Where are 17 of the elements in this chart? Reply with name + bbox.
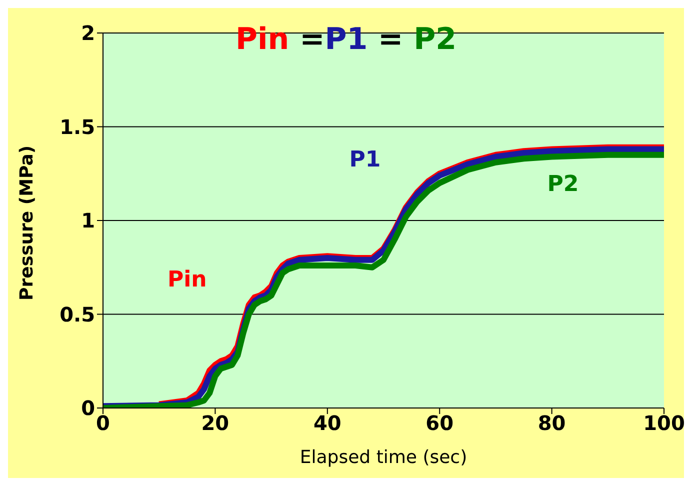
- x-tick-label: 0: [96, 411, 110, 436]
- x-tick-label: 40: [313, 411, 342, 436]
- series-label: P1: [349, 147, 381, 172]
- x-axis-title: Elapsed time (sec): [300, 447, 468, 468]
- y-tick-label: 0.5: [60, 302, 95, 326]
- series-label: Pin: [167, 267, 207, 292]
- x-tick-label: 60: [426, 411, 454, 436]
- series-label: P2: [547, 172, 579, 197]
- chart-title: Pin =P1 = P2: [236, 22, 456, 57]
- x-tick-label: 80: [538, 411, 566, 436]
- x-tick-label: 100: [643, 411, 685, 436]
- y-tick-label: 1.5: [60, 114, 95, 139]
- y-tick-label: 1: [81, 208, 95, 233]
- y-axis-title: Pressure (MPa): [16, 145, 38, 300]
- y-tick-label: 0: [81, 396, 95, 420]
- y-tick-label: 2: [81, 21, 95, 46]
- x-tick-label: 20: [201, 411, 230, 436]
